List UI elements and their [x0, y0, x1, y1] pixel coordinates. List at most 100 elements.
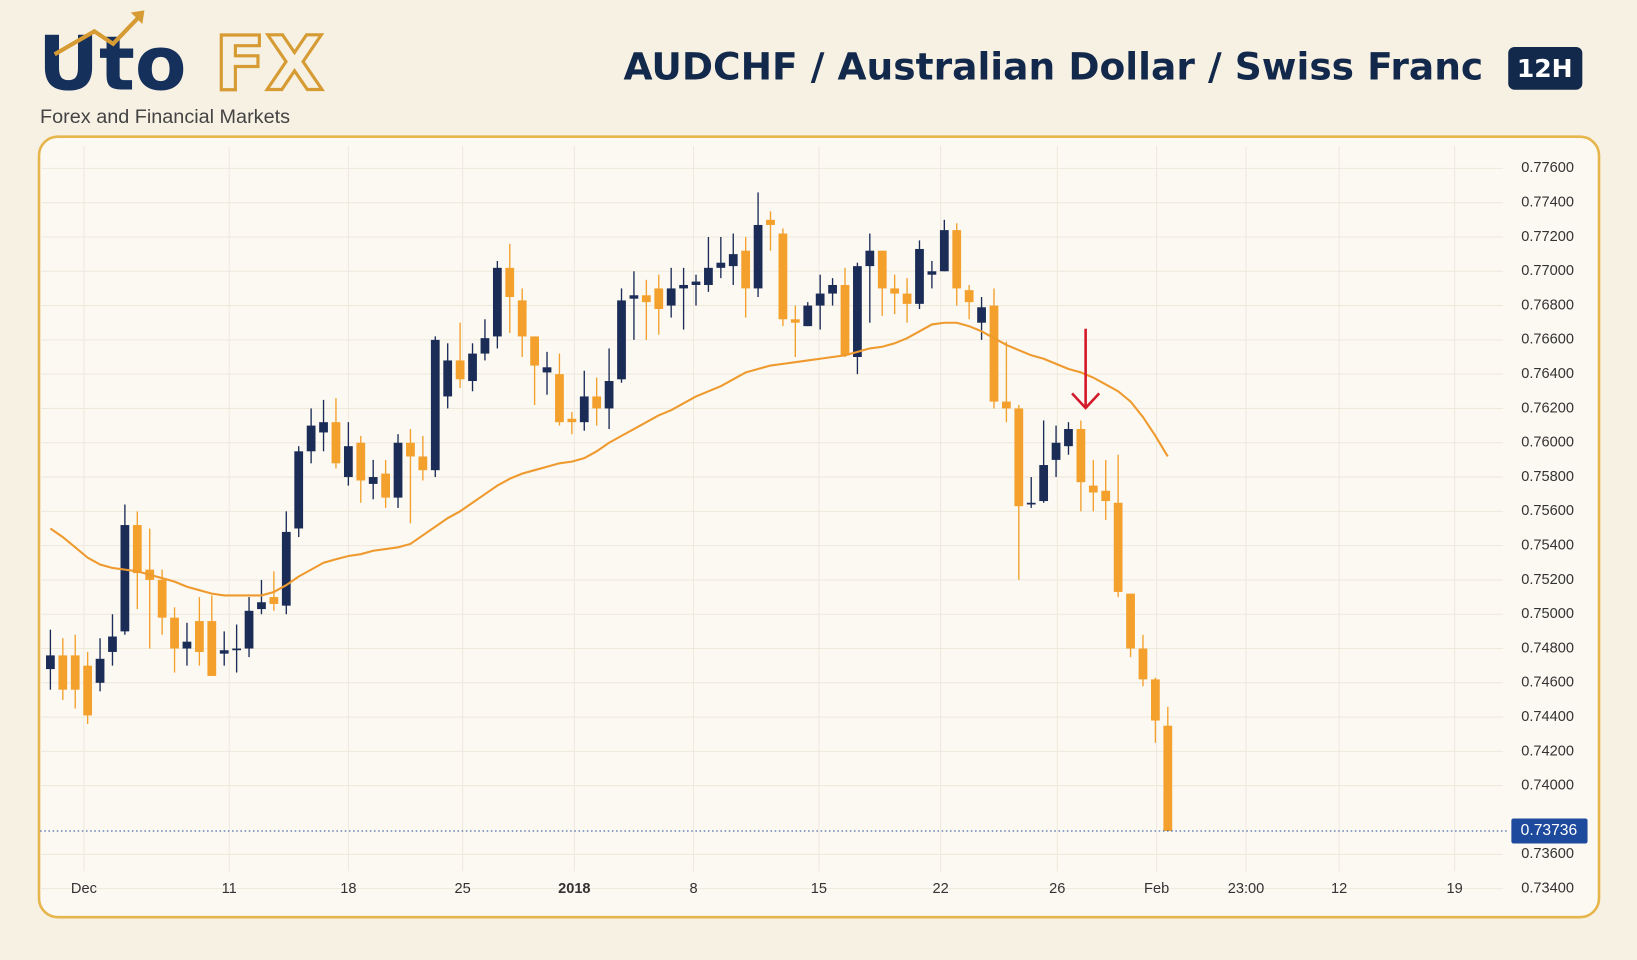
- y-tick-label: 0.76600: [1521, 332, 1574, 348]
- candle-body: [666, 288, 676, 306]
- candle-body: [1088, 485, 1098, 493]
- candle-body: [492, 267, 502, 337]
- y-tick-label: 0.77400: [1521, 195, 1574, 211]
- candle-body: [629, 295, 639, 299]
- logo-left: Uto: [38, 19, 187, 107]
- y-tick-label: 0.76000: [1521, 435, 1574, 451]
- candle-body: [1101, 490, 1111, 502]
- x-tick-label: 22: [932, 881, 948, 897]
- x-tick-label: Feb: [1144, 881, 1169, 897]
- candle-body: [1076, 429, 1086, 483]
- y-tick-label: 0.74400: [1521, 709, 1574, 725]
- candle-body: [232, 648, 242, 651]
- logo-arrow-head: [130, 10, 145, 24]
- y-tick-label: 0.77200: [1521, 229, 1574, 245]
- y-tick-label: 0.74200: [1521, 743, 1574, 759]
- x-tick-label: 25: [454, 881, 470, 897]
- candle-body: [902, 293, 912, 304]
- y-tick-label: 0.75400: [1521, 537, 1574, 553]
- candle-body: [331, 422, 341, 464]
- candle-body: [1002, 401, 1011, 409]
- x-tick-label: 11: [222, 881, 237, 897]
- candle-body: [1126, 593, 1135, 649]
- timeframe-label: 12H: [1517, 54, 1573, 83]
- y-tick-label: 0.74600: [1521, 675, 1574, 691]
- annotation-arrow: [1071, 328, 1101, 410]
- candle-body: [257, 602, 266, 610]
- candle-body: [840, 284, 850, 356]
- candle-body: [555, 374, 564, 423]
- candle-body: [46, 655, 55, 670]
- y-tick-label: 0.73600: [1521, 846, 1574, 862]
- candle-body: [542, 367, 552, 373]
- candle-body: [517, 300, 527, 337]
- candle-body: [865, 250, 875, 267]
- logo-right: FX: [214, 19, 323, 107]
- candle-body: [530, 336, 539, 366]
- candle-body: [468, 353, 477, 382]
- y-tick-label: 0.75600: [1521, 503, 1574, 519]
- candle-body: [989, 305, 999, 402]
- candle-body: [294, 451, 304, 529]
- candle-body: [1163, 725, 1173, 831]
- logo-tagline: Forex and Financial Markets: [40, 106, 290, 128]
- candle-body: [58, 655, 68, 690]
- candle-body: [952, 230, 962, 289]
- candle-body: [120, 525, 130, 632]
- candle-body: [828, 284, 837, 294]
- candle-body: [915, 248, 924, 304]
- candle-body: [281, 531, 291, 606]
- candle-body: [207, 621, 217, 676]
- candle-body: [182, 641, 192, 649]
- candle-body: [853, 266, 862, 358]
- candle-body: [679, 284, 688, 289]
- candle-body: [418, 456, 428, 471]
- timeframe-badge: [1508, 46, 1583, 90]
- candle-body: [455, 360, 465, 380]
- candle-body: [567, 418, 577, 423]
- candle-body: [716, 262, 726, 268]
- candle-body: [641, 295, 651, 303]
- candle-body: [108, 636, 117, 652]
- x-tick-label: 23:00: [1228, 881, 1265, 897]
- candle-body: [356, 442, 366, 481]
- candle-body: [1151, 679, 1160, 721]
- candle-body: [704, 267, 713, 285]
- x-tick-label: 26: [1049, 881, 1065, 897]
- x-tick-label: 2018: [558, 881, 590, 897]
- candle-body: [790, 319, 800, 323]
- x-tick-label: 8: [689, 881, 697, 897]
- candle-body: [219, 650, 229, 654]
- y-tick-label: 0.76800: [1521, 297, 1574, 313]
- candle-body: [890, 288, 900, 294]
- candle-body: [83, 665, 93, 716]
- candle-body: [1026, 502, 1036, 505]
- y-tick-label: 0.75200: [1521, 572, 1574, 588]
- candle-body: [132, 525, 142, 574]
- candle-body: [443, 360, 453, 397]
- candle-body: [815, 293, 825, 306]
- candle-body: [778, 233, 788, 320]
- candle-body: [368, 477, 378, 484]
- candle-body: [244, 610, 254, 649]
- candle-body: [691, 281, 701, 285]
- candle-body: [480, 338, 490, 354]
- candle-body: [157, 579, 167, 618]
- x-tick-label: 15: [811, 881, 827, 897]
- moving-average-line: [49, 321, 1169, 597]
- plot-area: 0.77600 0.77400 0.77200 0.77000 0.76800 0.766…: [40, 146, 1588, 897]
- candle-body: [741, 250, 751, 289]
- candle-body: [617, 300, 626, 380]
- y-tick-label: 0.74000: [1521, 778, 1574, 794]
- candle-body: [170, 617, 179, 649]
- candle-body: [1113, 502, 1123, 592]
- candle-body: [430, 339, 440, 471]
- candle-body: [939, 230, 949, 272]
- x-tick-label: 18: [340, 881, 356, 897]
- candle-body: [343, 446, 353, 478]
- candle-body: [381, 473, 390, 498]
- last-price-label: 0.73736: [1521, 822, 1578, 839]
- candle-body: [1051, 442, 1061, 460]
- candle-body: [1014, 408, 1024, 507]
